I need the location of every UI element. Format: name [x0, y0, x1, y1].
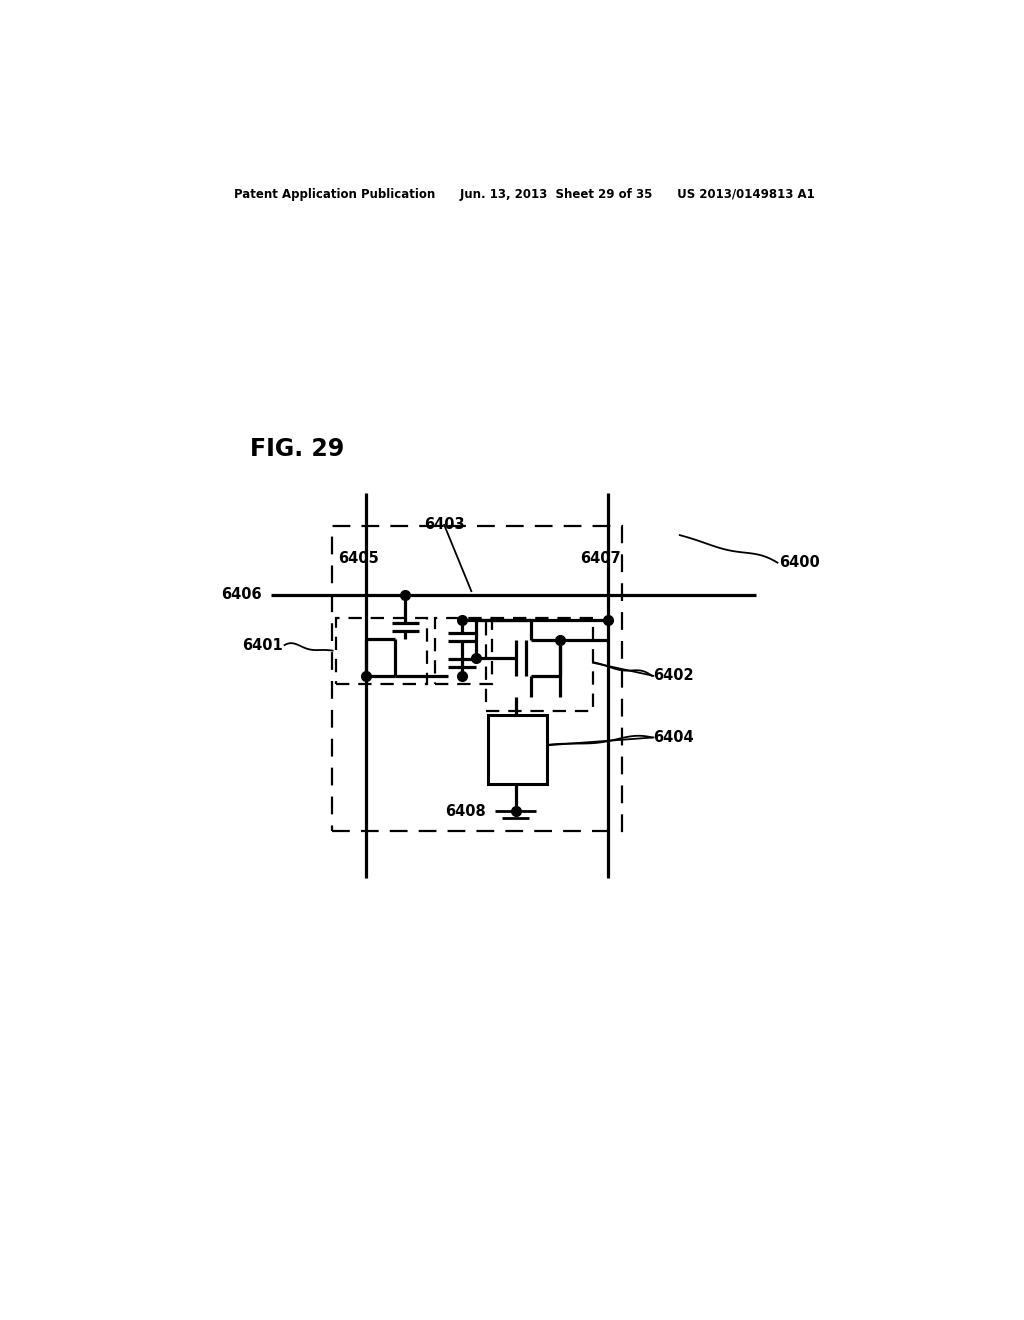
Text: Patent Application Publication      Jun. 13, 2013  Sheet 29 of 35      US 2013/0: Patent Application Publication Jun. 13, …: [234, 189, 815, 202]
Text: 6403: 6403: [424, 517, 465, 532]
Bar: [487, 715, 547, 784]
Text: FIG. 29: FIG. 29: [250, 437, 344, 462]
Text: 6401: 6401: [243, 638, 283, 652]
Text: 6408: 6408: [445, 804, 486, 818]
Bar: [336, 618, 427, 684]
Bar: [332, 527, 623, 830]
Text: 6400: 6400: [779, 556, 820, 570]
Bar: [435, 618, 493, 684]
Text: 6402: 6402: [653, 668, 694, 684]
Text: 6404: 6404: [653, 730, 694, 744]
Bar: [486, 618, 593, 711]
Text: 6405: 6405: [338, 550, 379, 565]
Text: 6407: 6407: [580, 550, 621, 565]
Text: 6406: 6406: [221, 587, 261, 602]
